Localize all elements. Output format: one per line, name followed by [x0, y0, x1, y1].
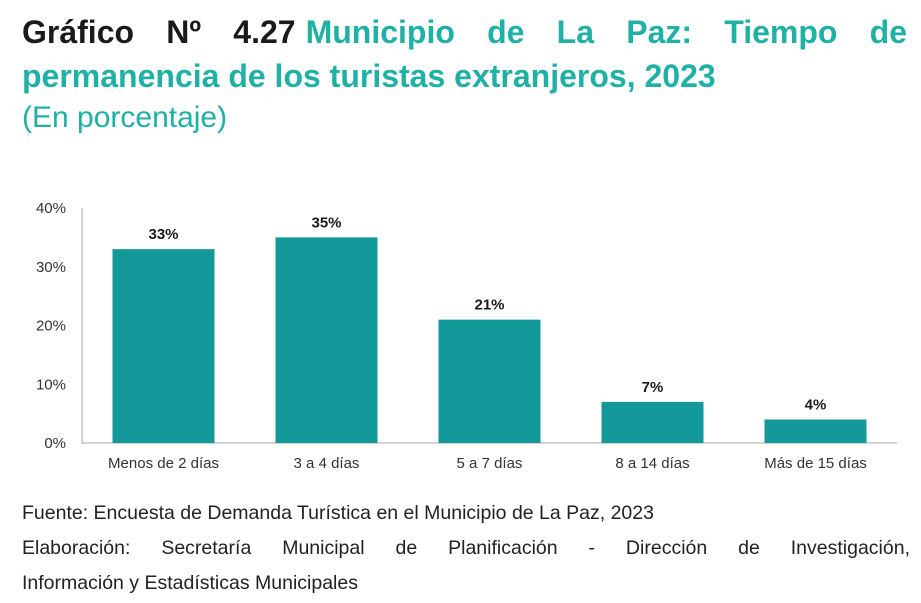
chart-title-text: Municipio de La Paz: Tiempo de permanenc…: [22, 14, 908, 94]
chart-notes: Fuente: Encuesta de Demanda Turística en…: [22, 496, 910, 601]
data-label: 21%: [474, 297, 504, 314]
x-tick-label: Más de 15 días: [764, 455, 867, 472]
bar: [275, 237, 378, 443]
data-label: 7%: [642, 379, 664, 396]
bar: [112, 249, 215, 443]
x-tick-label: Menos de 2 días: [108, 455, 219, 472]
data-label: 35%: [311, 214, 341, 231]
x-tick-label: 8 a 14 días: [615, 455, 689, 472]
bar-chart: 0% 10% 20% 30% 40% 33% Menos de 2 días 35% 3 a 4…: [36, 200, 897, 472]
y-tick-label: 20%: [36, 318, 66, 335]
y-tick-label: 30%: [36, 259, 66, 276]
y-tick-label: 0%: [44, 435, 66, 452]
y-tick-label: 10%: [36, 376, 66, 393]
chart-title: Gráfico Nº 4.27 Municipio de La Paz: Tiem…: [22, 10, 907, 98]
data-label: 4%: [805, 397, 827, 414]
data-label: 33%: [148, 226, 178, 243]
bar: [764, 419, 867, 443]
chart-subtitle: (En porcentaje): [22, 101, 228, 134]
elaboration-note-line2: Información y Estadísticas Municipales: [22, 572, 358, 594]
x-tick-label: 5 a 7 días: [457, 455, 523, 472]
chart-title-block: Gráfico Nº 4.27 Municipio de La Paz: Tiem…: [22, 10, 907, 138]
source-note: Fuente: Encuesta de Demanda Turística en…: [22, 502, 654, 524]
bar: [438, 319, 541, 443]
x-tick-label: 3 a 4 días: [294, 455, 360, 472]
elaboration-note-line1: Elaboración: Secretaría Municipal de Pla…: [22, 537, 910, 559]
chart-number: Gráfico Nº 4.27: [22, 14, 296, 50]
bar: [601, 401, 704, 443]
y-tick-label: 40%: [36, 200, 66, 217]
